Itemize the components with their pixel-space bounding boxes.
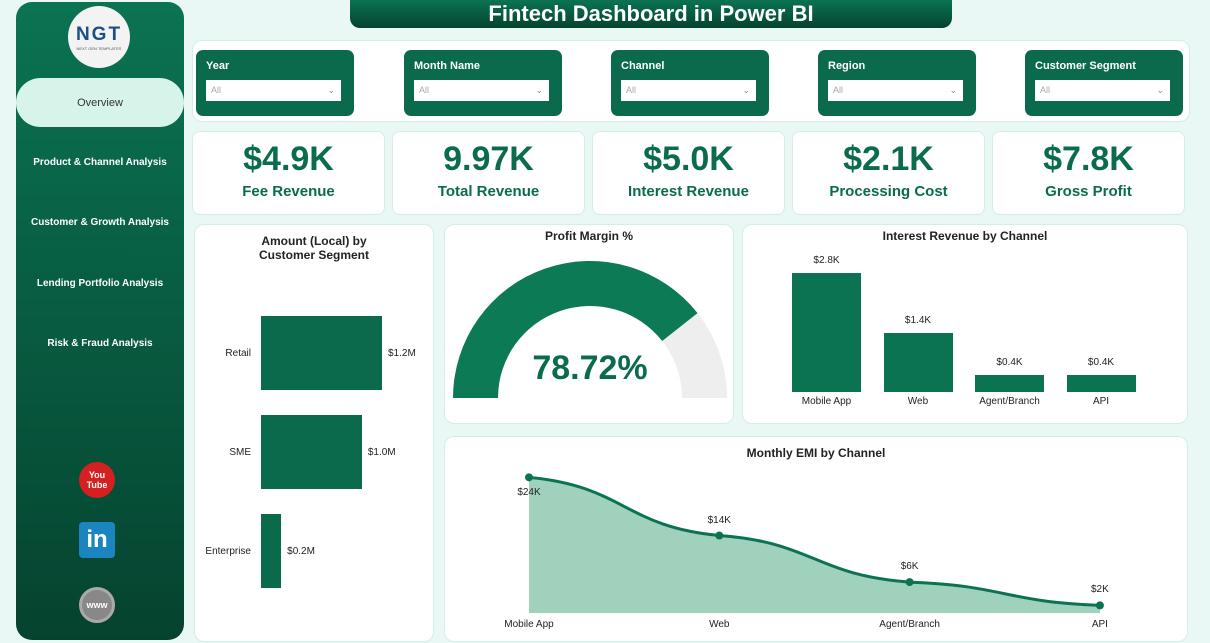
chevron-down-icon: ⌄ xyxy=(327,85,335,95)
bar[interactable] xyxy=(975,375,1044,392)
website-icon[interactable]: www xyxy=(79,587,115,623)
page-title: Fintech Dashboard in Power BI xyxy=(350,0,952,28)
kpi-label: Processing Cost xyxy=(829,183,948,200)
data-label: $1.0M xyxy=(367,447,396,458)
slicer-value: All xyxy=(419,85,430,95)
chart-title: Profit Margin % xyxy=(544,229,633,243)
logo-subtext: NEXT GEN TEMPLATES xyxy=(76,45,122,51)
chevron-down-icon: ⌄ xyxy=(949,85,957,95)
kpi-card: $5.0K Interest Revenue xyxy=(592,131,785,215)
bar[interactable] xyxy=(261,415,362,489)
category-label: API xyxy=(1091,619,1108,630)
data-label: $2K xyxy=(1090,584,1109,596)
data-point[interactable] xyxy=(715,531,724,540)
bar[interactable] xyxy=(261,316,382,390)
slicer-label: Year xyxy=(206,60,230,72)
slicer-value: All xyxy=(1040,85,1051,95)
data-label: $0.4K xyxy=(996,357,1023,368)
category-label: Retail xyxy=(225,348,251,359)
data-label: $1.4K xyxy=(904,314,932,326)
linkedin-icon[interactable]: in xyxy=(79,522,115,558)
monthly-emi-chart: Monthly EMI by Channel $24K Mobile App $14… xyxy=(444,436,1188,642)
nav-label: Overview xyxy=(77,96,123,109)
kpi-card: 9.97K Total Revenue xyxy=(392,131,585,215)
slicer-channel[interactable]: Channel All ⌄ xyxy=(611,50,769,116)
data-label: $6K xyxy=(900,561,919,573)
area-line xyxy=(528,475,1100,607)
youtube-icon[interactable]: You Tube xyxy=(79,462,115,498)
kpi-label: Fee Revenue xyxy=(242,183,335,200)
data-label: $2.8K xyxy=(813,255,840,266)
chevron-down-icon: ⌄ xyxy=(1156,85,1164,95)
slicer-value: All xyxy=(833,85,844,95)
nav-overview[interactable]: Overview xyxy=(16,78,184,127)
slicer-customer-segment[interactable]: Customer Segment All ⌄ xyxy=(1025,50,1183,116)
bar[interactable] xyxy=(261,514,282,588)
profit-margin-gauge: Profit Margin % 78.72% xyxy=(444,224,734,424)
slicer-month-name[interactable]: Month Name All ⌄ xyxy=(404,50,562,116)
category-label: API xyxy=(1092,396,1110,407)
kpi-value: $2.1K xyxy=(843,140,934,178)
category-label: Agent/Branch xyxy=(979,396,1040,407)
chart-title: Amount (Local) by Customer Segment xyxy=(258,234,370,262)
slicer-dropdown[interactable]: All ⌄ xyxy=(1035,80,1170,101)
interest-revenue-chart: Interest Revenue by Channel $2.8K Mobile … xyxy=(742,224,1188,424)
kpi-label: Gross Profit xyxy=(1045,183,1132,200)
data-label: $1.2M xyxy=(388,348,416,359)
slicer-dropdown[interactable]: All ⌄ xyxy=(414,80,549,101)
data-label: $0.4K xyxy=(1087,357,1115,368)
nav-product-channel[interactable]: Product & Channel Analysis xyxy=(33,157,167,168)
bar[interactable] xyxy=(792,273,861,392)
kpi-value: $5.0K xyxy=(643,140,734,178)
slicer-label: Region xyxy=(828,60,866,72)
slicer-dropdown[interactable]: All ⌄ xyxy=(828,80,963,101)
area-fill xyxy=(529,477,1100,613)
category-label: Agent/Branch xyxy=(879,619,940,630)
category-label: Web xyxy=(907,396,929,407)
category-label: Mobile App xyxy=(801,396,852,407)
slicer-value: All xyxy=(626,85,637,95)
kpi-label: Interest Revenue xyxy=(628,183,749,200)
chevron-down-icon: ⌄ xyxy=(535,85,543,95)
slicer-value: All xyxy=(211,85,222,95)
category-label: Web xyxy=(709,619,730,630)
category-label: Enterprise xyxy=(205,546,251,557)
chart-title: Monthly EMI by Channel xyxy=(746,446,886,460)
kpi-value: 9.97K xyxy=(443,140,534,178)
sidebar: NGT NEXT GEN TEMPLATES Overview Product &… xyxy=(16,2,184,640)
logo: NGT NEXT GEN TEMPLATES xyxy=(68,6,130,68)
nav-risk-fraud[interactable]: Risk & Fraud Analysis xyxy=(47,338,153,349)
data-point[interactable] xyxy=(525,473,533,482)
slicer-dropdown[interactable]: All ⌄ xyxy=(621,80,756,101)
slicer-dropdown[interactable]: All ⌄ xyxy=(206,80,341,101)
nav-customer-growth[interactable]: Customer & Growth Analysis xyxy=(31,217,169,228)
data-label: $14K xyxy=(707,514,731,526)
data-label: $24K xyxy=(517,487,541,499)
logo-text: NGT xyxy=(75,23,123,45)
slicer-region[interactable]: Region All ⌄ xyxy=(818,50,976,116)
gauge-value: 78.72% xyxy=(532,349,648,387)
bar[interactable] xyxy=(883,332,953,392)
kpi-card: $2.1K Processing Cost xyxy=(792,131,985,215)
kpi-label: Total Revenue xyxy=(437,183,540,200)
chevron-down-icon: ⌄ xyxy=(742,85,750,95)
kpi-value: $4.9K xyxy=(243,140,334,178)
data-point[interactable] xyxy=(1095,601,1104,610)
segment-chart: Amount (Local) by Customer Segment Retai… xyxy=(194,224,434,642)
slicer-label: Customer Segment xyxy=(1035,60,1136,72)
chart-title: Interest Revenue by Channel xyxy=(882,229,1048,243)
slicer-label: Month Name xyxy=(414,60,480,72)
kpi-value: $7.8K xyxy=(1043,140,1134,178)
data-point[interactable] xyxy=(905,578,914,587)
gauge-fill xyxy=(453,261,698,398)
kpi-card: $4.9K Fee Revenue xyxy=(192,131,385,215)
bar[interactable] xyxy=(1066,375,1136,392)
slicer-label: Channel xyxy=(621,60,665,72)
kpi-card: $7.8K Gross Profit xyxy=(992,131,1185,215)
category-label: Mobile App xyxy=(504,619,554,630)
data-label: $0.2M xyxy=(287,546,315,557)
slicer-year[interactable]: Year All ⌄ xyxy=(196,50,354,116)
nav-lending-portfolio[interactable]: Lending Portfolio Analysis xyxy=(36,278,164,289)
category-label: SME xyxy=(229,447,251,458)
